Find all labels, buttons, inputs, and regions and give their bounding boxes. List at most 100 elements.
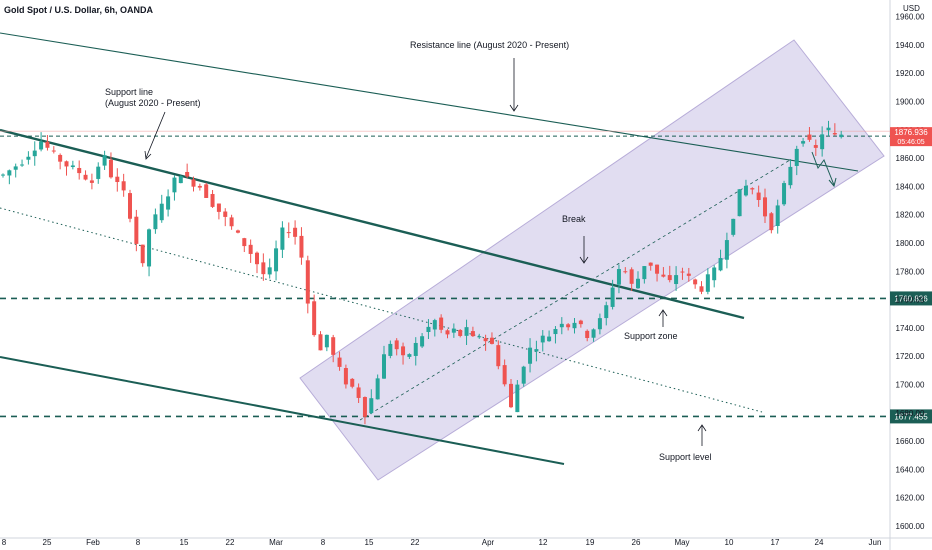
candle-body[interactable] — [394, 340, 399, 350]
candle-body[interactable] — [743, 185, 748, 196]
candle-body[interactable] — [712, 267, 717, 281]
candle-body[interactable] — [528, 347, 533, 364]
candle-body[interactable] — [661, 274, 666, 277]
candle-body[interactable] — [477, 336, 482, 338]
candle-body[interactable] — [820, 134, 825, 150]
candle-body[interactable] — [108, 159, 113, 178]
candle-body[interactable] — [724, 240, 729, 260]
candle-body[interactable] — [718, 258, 723, 271]
candle-body[interactable] — [553, 328, 558, 335]
candle-body[interactable] — [432, 320, 437, 330]
candle-body[interactable] — [496, 345, 501, 367]
candle-body[interactable] — [420, 336, 425, 347]
candle-body[interactable] — [191, 179, 196, 187]
candle-body[interactable] — [1, 174, 5, 176]
candle-body[interactable] — [140, 244, 145, 264]
candle-body[interactable] — [356, 387, 361, 398]
candle-body[interactable] — [401, 346, 406, 356]
candle-body[interactable] — [458, 329, 463, 336]
candle-body[interactable] — [83, 174, 88, 180]
candle-body[interactable] — [547, 336, 552, 342]
candle-body[interactable] — [445, 330, 450, 335]
candle-body[interactable] — [172, 177, 177, 193]
candle-body[interactable] — [229, 217, 234, 227]
candle-body[interactable] — [255, 252, 259, 265]
candle-body[interactable] — [610, 287, 615, 307]
candle-body[interactable] — [705, 274, 710, 292]
candle-body[interactable] — [280, 227, 285, 250]
candle-body[interactable] — [343, 368, 348, 385]
candle-body[interactable] — [77, 167, 82, 174]
candle-body[interactable] — [407, 354, 412, 357]
candle-body[interactable] — [413, 342, 418, 356]
candle-body[interactable] — [134, 216, 139, 244]
candle-body[interactable] — [26, 156, 31, 160]
candle-body[interactable] — [274, 248, 279, 272]
candle-body[interactable] — [305, 260, 310, 304]
candle-body[interactable] — [515, 384, 520, 413]
candle-body[interactable] — [32, 150, 37, 157]
candle-body[interactable] — [204, 184, 209, 198]
candle-body[interactable] — [648, 262, 653, 266]
candle-body[interactable] — [470, 331, 475, 337]
candle-body[interactable] — [39, 141, 44, 150]
candle-body[interactable] — [534, 349, 539, 352]
candle-body[interactable] — [235, 230, 240, 233]
candle-body[interactable] — [629, 269, 634, 284]
candle-body[interactable] — [382, 354, 386, 379]
candle-body[interactable] — [813, 145, 818, 148]
candle-body[interactable] — [788, 166, 793, 186]
candle-body[interactable] — [680, 271, 685, 273]
candle-body[interactable] — [464, 327, 469, 336]
candle-body[interactable] — [362, 397, 367, 417]
candle-body[interactable] — [96, 166, 101, 179]
candle-body[interactable] — [636, 278, 640, 289]
candle-body[interactable] — [166, 196, 171, 210]
candle-body[interactable] — [693, 279, 698, 285]
candle-body[interactable] — [7, 170, 12, 176]
candle-body[interactable] — [51, 150, 56, 152]
candle-body[interactable] — [324, 334, 329, 348]
candle-body[interactable] — [70, 165, 75, 168]
candle-body[interactable] — [242, 238, 247, 247]
candle-body[interactable] — [489, 337, 494, 344]
candle-body[interactable] — [185, 171, 190, 177]
candle-body[interactable] — [775, 205, 780, 226]
candle-body[interactable] — [312, 301, 317, 336]
candle-body[interactable] — [318, 334, 323, 351]
candle-body[interactable] — [293, 227, 298, 237]
candle-body[interactable] — [769, 213, 774, 231]
candle-body[interactable] — [178, 176, 183, 184]
candle-body[interactable] — [731, 218, 736, 235]
candle-body[interactable] — [763, 197, 767, 217]
candle-body[interactable] — [566, 324, 571, 328]
candle-body[interactable] — [197, 185, 202, 188]
candle-body[interactable] — [13, 166, 18, 170]
candle-body[interactable] — [261, 262, 266, 275]
candle-body[interactable] — [572, 322, 577, 329]
candle-body[interactable] — [750, 188, 755, 190]
candle-body[interactable] — [223, 211, 228, 217]
candle-body[interactable] — [699, 286, 704, 292]
candle-body[interactable] — [686, 273, 691, 276]
candle-body[interactable] — [216, 203, 221, 212]
candle-body[interactable] — [502, 365, 507, 385]
candle-body[interactable] — [826, 127, 831, 131]
candle-body[interactable] — [597, 318, 602, 330]
candle-body[interactable] — [509, 383, 513, 408]
candle-body[interactable] — [667, 275, 672, 281]
candle-body[interactable] — [642, 266, 647, 280]
candle-body[interactable] — [674, 275, 679, 285]
candle-body[interactable] — [559, 323, 564, 328]
candle-body[interactable] — [591, 329, 596, 338]
candle-body[interactable] — [64, 161, 69, 167]
candle-body[interactable] — [737, 189, 742, 217]
candle-body[interactable] — [159, 203, 164, 221]
candle-body[interactable] — [839, 134, 844, 138]
candle-body[interactable] — [794, 148, 799, 166]
candle-body[interactable] — [248, 244, 253, 254]
candle-body[interactable] — [147, 229, 152, 267]
candle-body[interactable] — [483, 338, 488, 342]
candle-body[interactable] — [331, 337, 336, 355]
candle-body[interactable] — [299, 235, 304, 258]
